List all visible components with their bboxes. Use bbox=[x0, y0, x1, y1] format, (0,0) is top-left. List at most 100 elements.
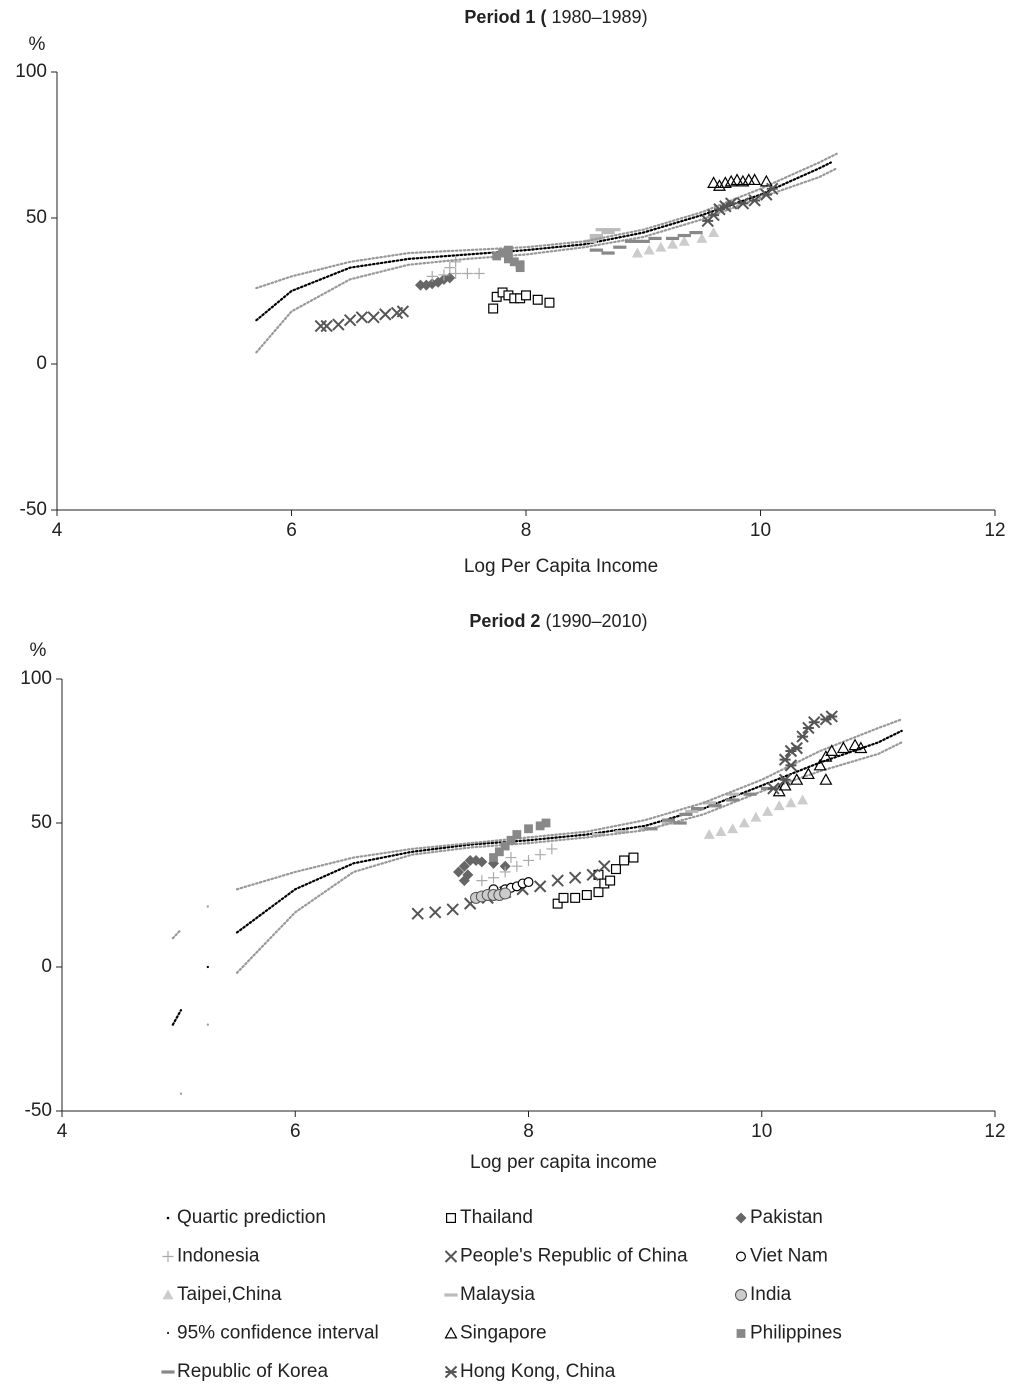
chart-title: Period 2 (1990–2010) bbox=[469, 611, 647, 631]
marker bbox=[703, 829, 715, 839]
x-tick-label: 10 bbox=[750, 520, 771, 541]
marker bbox=[332, 318, 345, 331]
marker bbox=[396, 305, 410, 318]
legend-label: Thailand bbox=[460, 1207, 533, 1228]
marker bbox=[636, 239, 650, 243]
marker bbox=[796, 730, 809, 743]
marker bbox=[428, 906, 442, 919]
marker bbox=[591, 832, 606, 837]
legend-label: Republic of Korea bbox=[177, 1361, 328, 1382]
legend-symbol bbox=[444, 1365, 458, 1379]
x-tick-label: 12 bbox=[984, 520, 1005, 541]
legend-symbol bbox=[444, 1293, 458, 1297]
y-tick-label: 100 bbox=[20, 668, 52, 689]
marker bbox=[766, 182, 779, 196]
marker bbox=[500, 841, 510, 851]
marker bbox=[743, 792, 757, 796]
marker bbox=[546, 843, 558, 855]
marker bbox=[784, 759, 798, 772]
ci-upper bbox=[171, 718, 903, 940]
marker bbox=[708, 804, 722, 808]
legend-label: Quartic prediction bbox=[177, 1207, 326, 1228]
marker bbox=[819, 773, 833, 785]
prediction-line bbox=[255, 161, 832, 322]
marker bbox=[558, 892, 569, 903]
marker bbox=[801, 767, 815, 780]
marker bbox=[504, 245, 513, 255]
y-tick-label: 50 bbox=[31, 812, 52, 833]
chart-title: Period 1 ( 1980–1989) bbox=[464, 7, 647, 27]
marker bbox=[544, 297, 555, 308]
marker bbox=[438, 269, 450, 281]
marker bbox=[678, 235, 690, 246]
title-bold: Period 1 ( bbox=[464, 7, 546, 27]
marker bbox=[619, 855, 630, 866]
y-axis-label: % bbox=[30, 640, 47, 661]
marker bbox=[661, 821, 676, 825]
marker bbox=[679, 812, 693, 816]
legend-symbol bbox=[162, 1251, 174, 1262]
x-tick-label: 10 bbox=[751, 1121, 772, 1142]
marker bbox=[778, 773, 792, 787]
legend-label: Taipei,China bbox=[177, 1284, 282, 1305]
marker bbox=[499, 887, 512, 900]
marker bbox=[778, 778, 792, 791]
marker bbox=[504, 254, 513, 264]
marker bbox=[414, 279, 426, 291]
marker bbox=[551, 874, 564, 887]
marker bbox=[628, 852, 639, 863]
marker bbox=[462, 869, 474, 881]
marker bbox=[379, 308, 392, 321]
marker bbox=[748, 194, 761, 207]
legend-label: Viet Nam bbox=[750, 1246, 828, 1267]
marker bbox=[689, 231, 703, 235]
y-tick-label: 0 bbox=[41, 956, 52, 977]
legend-symbol bbox=[736, 1329, 746, 1338]
marker bbox=[727, 823, 739, 834]
x-tick-label: 4 bbox=[57, 1121, 68, 1142]
marker bbox=[808, 715, 821, 729]
marker bbox=[355, 311, 369, 324]
legend-label: Malaysia bbox=[460, 1284, 535, 1305]
x-tick-label: 6 bbox=[290, 1121, 301, 1142]
legend-label: Indonesia bbox=[177, 1246, 260, 1267]
marker bbox=[464, 854, 476, 866]
marker bbox=[367, 311, 380, 324]
y-tick-label: 50 bbox=[26, 207, 47, 228]
marker bbox=[819, 750, 833, 762]
marker bbox=[750, 811, 762, 822]
marker bbox=[655, 241, 667, 252]
marker bbox=[488, 872, 500, 884]
marker bbox=[702, 801, 716, 805]
marker bbox=[586, 868, 599, 882]
marker bbox=[492, 251, 502, 261]
marker bbox=[667, 238, 679, 249]
y-tick-label: 100 bbox=[15, 61, 47, 82]
legend-symbol: · bbox=[165, 1323, 171, 1344]
marker bbox=[523, 877, 534, 888]
marker bbox=[473, 267, 485, 279]
legend-label: Philippines bbox=[750, 1323, 842, 1344]
marker bbox=[426, 270, 438, 282]
marker bbox=[595, 228, 609, 232]
marker bbox=[461, 267, 473, 279]
x-tick-label: 6 bbox=[286, 520, 297, 541]
legend-symbol bbox=[161, 1370, 175, 1374]
marker bbox=[523, 854, 534, 866]
x-tick-label: 8 bbox=[521, 520, 532, 541]
title-bold: Period 2 bbox=[469, 611, 540, 631]
marker bbox=[643, 244, 655, 255]
ci-lower bbox=[255, 167, 838, 354]
x-tick-label: 12 bbox=[984, 1121, 1005, 1142]
legend-symbol bbox=[735, 1251, 746, 1262]
marker bbox=[512, 830, 522, 839]
marker bbox=[450, 267, 462, 279]
marker bbox=[725, 792, 740, 796]
marker bbox=[696, 232, 708, 243]
marker bbox=[488, 303, 499, 314]
marker bbox=[615, 830, 629, 834]
marker bbox=[712, 179, 726, 191]
x-tick-label: 4 bbox=[52, 520, 63, 541]
marker bbox=[785, 797, 797, 808]
